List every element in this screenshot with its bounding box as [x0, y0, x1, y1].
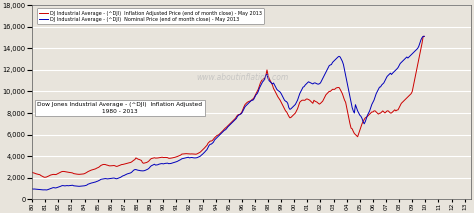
Text: www.aboutinflation.com: www.aboutinflation.com: [197, 73, 289, 82]
DJ Industrial Average - (^DJI)  Inflation Adjusted Price (end of month close) - May 2013: [160, 156, 166, 159]
Text: Dow Jones Industrial Average - (^DJI)  Inflation Adjusted
1980 - 2013: Dow Jones Industrial Average - (^DJI) In…: [37, 102, 202, 114]
DJ Industrial Average - (^DJI)  Nominal Price (end of month close) - May 2013: [29, 188, 35, 190]
Legend: DJ Industrial Average - (^DJI)  Inflation Adjusted Price (end of month close) - : DJ Industrial Average - (^DJI) Inflation…: [37, 8, 264, 24]
DJ Industrial Average - (^DJI)  Inflation Adjusted Price (end of month close) - May 2013: [167, 157, 173, 160]
DJ Industrial Average - (^DJI)  Inflation Adjusted Price (end of month close) - May 2013: [421, 35, 427, 38]
DJ Industrial Average - (^DJI)  Inflation Adjusted Price (end of month close) - May 2013: [420, 35, 426, 38]
DJ Industrial Average - (^DJI)  Inflation Adjusted Price (end of month close) - May 2013: [29, 171, 35, 174]
DJ Industrial Average - (^DJI)  Nominal Price (end of month close) - May 2013: [147, 166, 153, 168]
DJ Industrial Average - (^DJI)  Nominal Price (end of month close) - May 2013: [421, 35, 427, 38]
DJ Industrial Average - (^DJI)  Nominal Price (end of month close) - May 2013: [420, 35, 426, 38]
DJ Industrial Average - (^DJI)  Inflation Adjusted Price (end of month close) - May 2013: [401, 100, 406, 102]
DJ Industrial Average - (^DJI)  Inflation Adjusted Price (end of month close) - May 2013: [202, 147, 208, 149]
Line: DJ Industrial Average - (^DJI)  Inflation Adjusted Price (end of month close) - May 2013: DJ Industrial Average - (^DJI) Inflation…: [32, 36, 424, 177]
DJ Industrial Average - (^DJI)  Nominal Price (end of month close) - May 2013: [160, 163, 166, 165]
DJ Industrial Average - (^DJI)  Inflation Adjusted Price (end of month close) - May 2013: [147, 158, 153, 161]
DJ Industrial Average - (^DJI)  Nominal Price (end of month close) - May 2013: [202, 151, 208, 153]
DJ Industrial Average - (^DJI)  Inflation Adjusted Price (end of month close) - May 2013: [41, 176, 47, 178]
DJ Industrial Average - (^DJI)  Nominal Price (end of month close) - May 2013: [167, 162, 173, 165]
Line: DJ Industrial Average - (^DJI)  Nominal Price (end of month close) - May 2013: DJ Industrial Average - (^DJI) Nominal P…: [32, 36, 424, 190]
DJ Industrial Average - (^DJI)  Nominal Price (end of month close) - May 2013: [401, 59, 406, 62]
DJ Industrial Average - (^DJI)  Inflation Adjusted Price (end of month close) - May 2013: [79, 173, 84, 176]
DJ Industrial Average - (^DJI)  Nominal Price (end of month close) - May 2013: [79, 185, 84, 187]
DJ Industrial Average - (^DJI)  Nominal Price (end of month close) - May 2013: [44, 189, 49, 191]
